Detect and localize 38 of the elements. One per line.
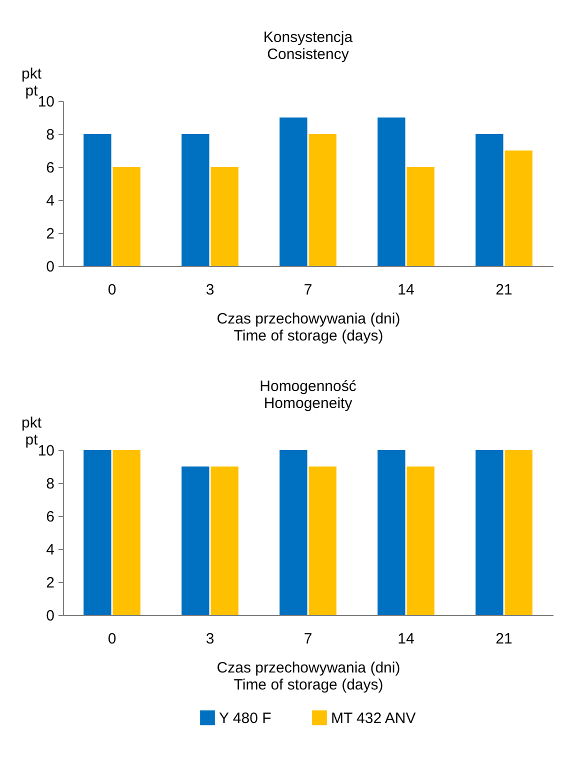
legend-label: Y 480 F — [219, 710, 272, 727]
y-tick-label: 10 — [38, 94, 54, 110]
bar — [182, 134, 210, 266]
y-tick-label: 0 — [46, 258, 54, 276]
x-tick-label: 7 — [304, 630, 312, 648]
y-tick-label: 8 — [46, 476, 54, 492]
bar — [84, 134, 112, 266]
bar — [112, 167, 140, 266]
x-axis-title: Czas przechowywania (dni) Time of storage (days) — [216, 310, 400, 344]
y-tick-label: 6 — [46, 508, 54, 526]
y-tick-label: 8 — [46, 126, 54, 144]
x-tick-label: 21 — [496, 282, 512, 298]
bar — [280, 118, 308, 266]
x-tick-label: 7 — [304, 282, 312, 298]
legend-label: MT 432 ANV — [331, 710, 416, 727]
y-tick-label: 6 — [46, 160, 54, 176]
x-tick-label: 14 — [398, 630, 414, 648]
chart-title: Konsystencja Consistency — [263, 29, 354, 63]
y-tick-label: 0 — [46, 608, 54, 624]
x-tick-label: 14 — [398, 282, 414, 298]
x-tick-label: 3 — [206, 630, 214, 648]
y-tick-label: 4 — [46, 192, 54, 210]
y-tick-label: 10 — [38, 442, 54, 460]
y-tick-label: 4 — [46, 542, 54, 558]
bar — [476, 134, 504, 266]
bar — [210, 167, 238, 266]
bar — [504, 150, 532, 266]
x-tick-label: 21 — [496, 630, 512, 648]
x-tick-label: 3 — [206, 282, 214, 298]
y-tick-label: 2 — [46, 574, 54, 592]
x-tick-label: 0 — [108, 630, 116, 648]
x-axis-title: Czas przechowywania (dni) Time of storage (days) — [216, 660, 400, 694]
bar — [308, 134, 336, 266]
chart-title: Homogenność Homogeneity — [260, 378, 357, 412]
bar — [378, 118, 406, 266]
x-tick-label: 0 — [108, 282, 116, 298]
bar — [406, 167, 434, 266]
y-tick-label: 2 — [46, 226, 54, 242]
